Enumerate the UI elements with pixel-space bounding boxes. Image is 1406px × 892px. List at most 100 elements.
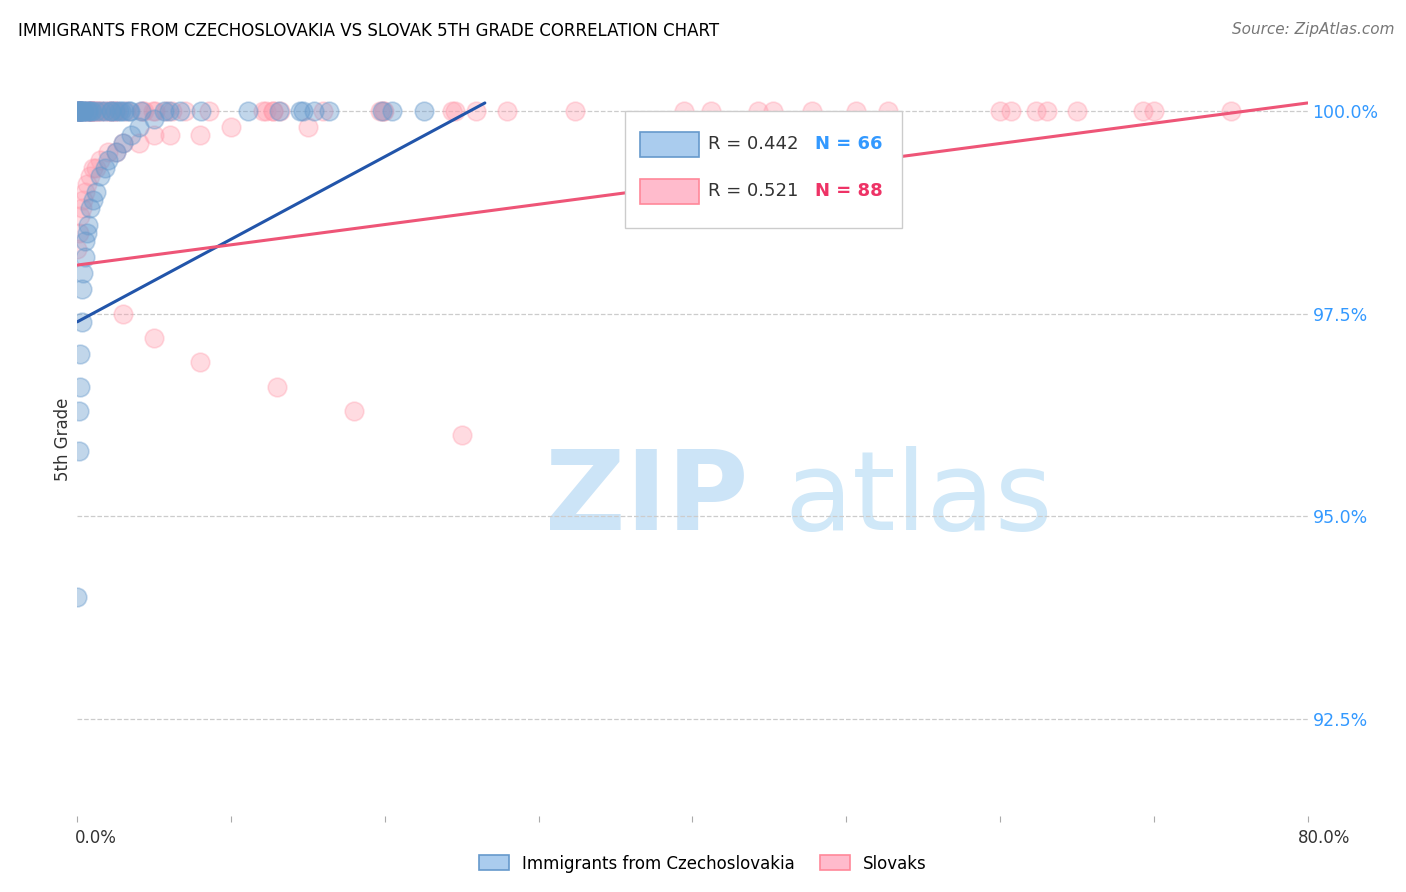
Point	[79, 104, 101, 119]
Point	[188, 355, 212, 369]
Point	[73, 250, 96, 264]
Point	[94, 104, 117, 119]
Y-axis label: 5th Grade: 5th Grade	[53, 398, 72, 481]
Point	[1036, 104, 1059, 119]
Point	[142, 104, 165, 119]
Point	[67, 104, 90, 119]
Point	[988, 104, 1011, 119]
Point	[100, 104, 122, 119]
Point	[302, 104, 325, 119]
Point	[1066, 104, 1088, 119]
Point	[440, 104, 463, 119]
Text: R = 0.442: R = 0.442	[709, 135, 799, 153]
Point	[381, 104, 404, 119]
Point	[1025, 104, 1047, 119]
Point	[72, 266, 94, 280]
Point	[120, 104, 142, 119]
Point	[80, 104, 103, 119]
Point	[368, 104, 391, 119]
Point	[262, 104, 284, 119]
Point	[845, 104, 868, 119]
Point	[155, 104, 177, 119]
Point	[82, 104, 104, 119]
Point	[160, 104, 183, 119]
Point	[291, 104, 314, 119]
Point	[72, 104, 94, 119]
Point	[371, 104, 394, 119]
Point	[112, 136, 135, 151]
Point	[66, 104, 89, 119]
Point	[104, 104, 127, 119]
FancyBboxPatch shape	[640, 179, 699, 204]
Text: 80.0%: 80.0%	[1298, 829, 1351, 847]
Point	[252, 104, 274, 119]
Point	[112, 136, 135, 151]
Point	[318, 104, 340, 119]
Point	[79, 169, 101, 183]
Point	[69, 104, 91, 119]
Point	[72, 193, 94, 207]
Point	[143, 104, 166, 119]
Point	[76, 226, 98, 240]
Point	[128, 120, 150, 135]
Point	[82, 161, 104, 175]
Point	[110, 104, 132, 119]
Point	[262, 104, 284, 119]
Point	[112, 104, 135, 119]
Point	[159, 128, 181, 143]
Point	[169, 104, 191, 119]
Point	[112, 307, 135, 321]
Point	[173, 104, 195, 119]
Point	[100, 104, 122, 119]
Point	[90, 104, 112, 119]
Point	[69, 379, 91, 393]
Text: Source: ZipAtlas.com: Source: ZipAtlas.com	[1232, 22, 1395, 37]
Point	[70, 282, 93, 296]
Point	[762, 104, 785, 119]
Point	[800, 104, 823, 119]
Legend: Immigrants from Czechoslovakia, Slovaks: Immigrants from Czechoslovakia, Slovaks	[472, 848, 934, 880]
Point	[82, 193, 104, 207]
FancyBboxPatch shape	[624, 112, 901, 228]
Point	[876, 104, 898, 119]
Point	[700, 104, 723, 119]
Point	[73, 104, 96, 119]
FancyBboxPatch shape	[640, 132, 699, 157]
Point	[496, 104, 519, 119]
Point	[269, 104, 291, 119]
Point	[444, 104, 467, 119]
Text: atlas: atlas	[785, 446, 1053, 553]
Point	[288, 104, 311, 119]
Point	[373, 104, 395, 119]
Point	[97, 153, 120, 167]
Point	[465, 104, 488, 119]
Text: N = 88: N = 88	[815, 182, 883, 201]
Point	[73, 185, 96, 199]
Point	[72, 104, 94, 119]
Point	[87, 104, 110, 119]
Point	[450, 428, 472, 442]
Point	[69, 210, 91, 224]
Point	[254, 104, 277, 119]
Point	[132, 104, 155, 119]
Point	[131, 104, 153, 119]
Point	[105, 104, 128, 119]
Point	[69, 104, 91, 119]
Point	[412, 104, 434, 119]
Point	[76, 104, 98, 119]
Point	[76, 104, 98, 119]
Point	[129, 104, 152, 119]
Point	[118, 104, 141, 119]
Point	[79, 202, 101, 216]
Point	[266, 379, 288, 393]
Point	[66, 591, 89, 605]
Point	[97, 145, 120, 159]
Point	[67, 226, 90, 240]
Point	[69, 104, 91, 119]
Point	[1000, 104, 1022, 119]
Text: 0.0%: 0.0%	[75, 829, 117, 847]
Point	[143, 128, 166, 143]
Point	[98, 104, 121, 119]
Point	[72, 104, 94, 119]
Point	[1132, 104, 1154, 119]
